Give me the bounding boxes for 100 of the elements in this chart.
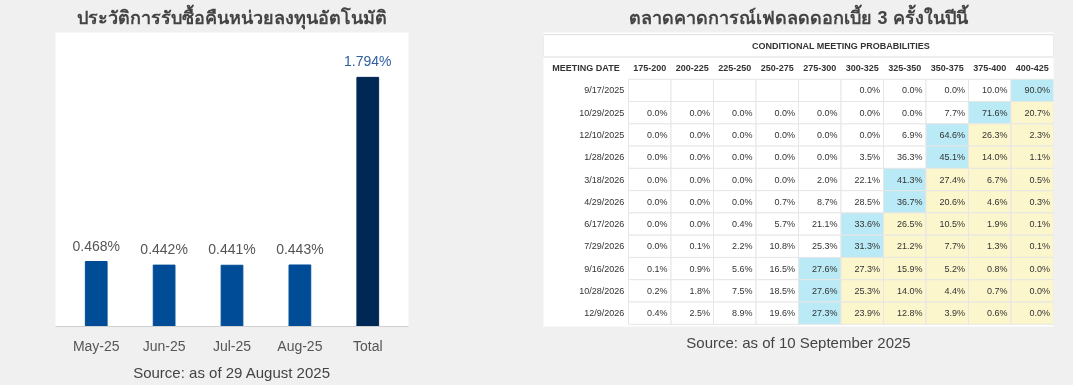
data-label: 25.3% <box>812 241 838 252</box>
data-label: 16.5% <box>769 263 796 274</box>
data-label: 0.0% <box>689 129 711 140</box>
x-tick-label: Jul-25 <box>212 337 252 354</box>
data-label: 0.1% <box>647 263 668 274</box>
x-tick-label: 225-250 <box>718 63 752 74</box>
data-label: 0.0% <box>732 152 753 163</box>
data-label: 2.0% <box>817 174 838 185</box>
data-label: 27.6% <box>812 263 838 274</box>
data-label: 0.0% <box>859 107 881 118</box>
data-label: 25.3% <box>854 285 881 296</box>
x-tick-label: May-25 <box>72 337 120 354</box>
data-label: 26.3% <box>982 129 1008 140</box>
data-label: 27.3% <box>812 308 838 319</box>
data-label: 12.8% <box>897 308 923 319</box>
bar <box>84 261 108 327</box>
y-tick-label: 6/17/2026 <box>584 219 625 230</box>
x-tick-label: 275-300 <box>803 63 837 74</box>
data-label: 27.4% <box>939 174 966 185</box>
data-label: 0.7% <box>774 196 796 207</box>
data-label: 0.1% <box>1029 219 1051 230</box>
y-tick-label: 1/28/2026 <box>584 152 625 163</box>
data-label: 20.6% <box>939 196 966 207</box>
data-label: 0.0% <box>902 85 923 96</box>
data-label: 0.0% <box>732 129 753 140</box>
data-label: 0.0% <box>1029 308 1051 319</box>
y-tick-label: 9/17/2025 <box>584 85 625 96</box>
data-label: 0.0% <box>689 174 711 185</box>
data-label: 22.1% <box>854 174 881 185</box>
data-label: 33.6% <box>854 219 881 230</box>
y-tick-label: 9/16/2026 <box>584 263 625 274</box>
x-tick-label: 350-375 <box>930 63 964 74</box>
x-tick-label: 250-275 <box>760 63 794 74</box>
data-label: 36.7% <box>897 196 923 207</box>
data-label: 0.0% <box>817 152 838 163</box>
x-tick-label: 375-400 <box>973 63 1007 74</box>
data-label: 0.0% <box>647 219 668 230</box>
data-label: 0.441% <box>208 241 256 258</box>
data-label: 3.9% <box>944 308 966 319</box>
data-label: 4.6% <box>987 196 1008 207</box>
data-label: 0.0% <box>689 196 711 207</box>
data-label: 0.0% <box>647 129 668 140</box>
data-label: 0.0% <box>817 129 838 140</box>
data-label: 0.0% <box>647 174 668 185</box>
data-label: 20.7% <box>1024 107 1051 118</box>
data-label: 4.4% <box>944 285 966 296</box>
data-label: 2.3% <box>1029 129 1051 140</box>
data-label: 23.9% <box>854 308 881 319</box>
data-label: 5.6% <box>732 263 753 274</box>
data-label: 1.794% <box>344 53 392 70</box>
data-label: 0.7% <box>987 285 1008 296</box>
data-label: 0.1% <box>689 241 711 252</box>
data-label: 64.6% <box>939 129 966 140</box>
y-tick-label: 3/18/2026 <box>584 174 625 185</box>
data-label: 2.5% <box>689 308 711 319</box>
chart-title: ประวัติการรับซื้อคืนหน่วยลงทุนอัตโนมัติ <box>77 3 387 30</box>
data-label: 0.0% <box>647 196 668 207</box>
x-tick-label: Aug-25 <box>277 337 323 354</box>
data-label: 0.6% <box>987 308 1008 319</box>
data-label: 2.2% <box>732 241 753 252</box>
data-label: 0.4% <box>647 308 668 319</box>
bar <box>152 264 176 327</box>
y-tick-label: 4/29/2026 <box>584 196 625 207</box>
data-label: 5.2% <box>944 263 966 274</box>
x-tick-label: Jun-25 <box>142 337 186 354</box>
data-label: 28.5% <box>854 196 881 207</box>
x-tick-label: 325-350 <box>888 63 922 74</box>
data-label: 8.9% <box>732 308 753 319</box>
data-label: 0.9% <box>689 263 711 274</box>
data-label: 31.3% <box>854 241 881 252</box>
data-label: 18.5% <box>769 285 796 296</box>
chart-title: ตลาดคาดการณ์เฟดลดดอกเบี้ย 3 ครั้งในปีนี้ <box>629 3 970 28</box>
data-label: 0.0% <box>1029 263 1051 274</box>
data-label: 7.5% <box>732 285 753 296</box>
data-label: 0.0% <box>859 85 881 96</box>
data-label: 10.0% <box>982 85 1008 96</box>
data-label: 0.0% <box>774 174 796 185</box>
data-label: 0.0% <box>647 107 668 118</box>
data-label: 0.4% <box>732 219 753 230</box>
data-label: 3.5% <box>859 152 881 163</box>
data-label: 0.0% <box>647 241 668 252</box>
data-label: 0.8% <box>987 263 1008 274</box>
data-label: 0.0% <box>817 107 838 118</box>
data-label: 0.0% <box>859 129 881 140</box>
data-label: 0.442% <box>140 241 188 258</box>
data-label: 0.0% <box>732 107 753 118</box>
data-label: 8.7% <box>817 196 838 207</box>
source-note: Source: as of 10 September 2025 <box>686 333 911 351</box>
data-label: 0.0% <box>689 152 711 163</box>
data-label: 90.0% <box>1024 85 1051 96</box>
data-label: 5.7% <box>774 219 796 230</box>
y-tick-label: 7/29/2026 <box>584 241 625 252</box>
data-label: 0.1% <box>1029 241 1051 252</box>
data-label: 7.7% <box>944 107 966 118</box>
data-label: 21.2% <box>897 241 923 252</box>
y-tick-label: 12/9/2026 <box>584 308 625 319</box>
x-tick-label: 400-425 <box>1015 63 1049 74</box>
bar <box>220 264 244 327</box>
data-label: 0.0% <box>647 152 668 163</box>
data-label: 10.5% <box>939 219 966 230</box>
